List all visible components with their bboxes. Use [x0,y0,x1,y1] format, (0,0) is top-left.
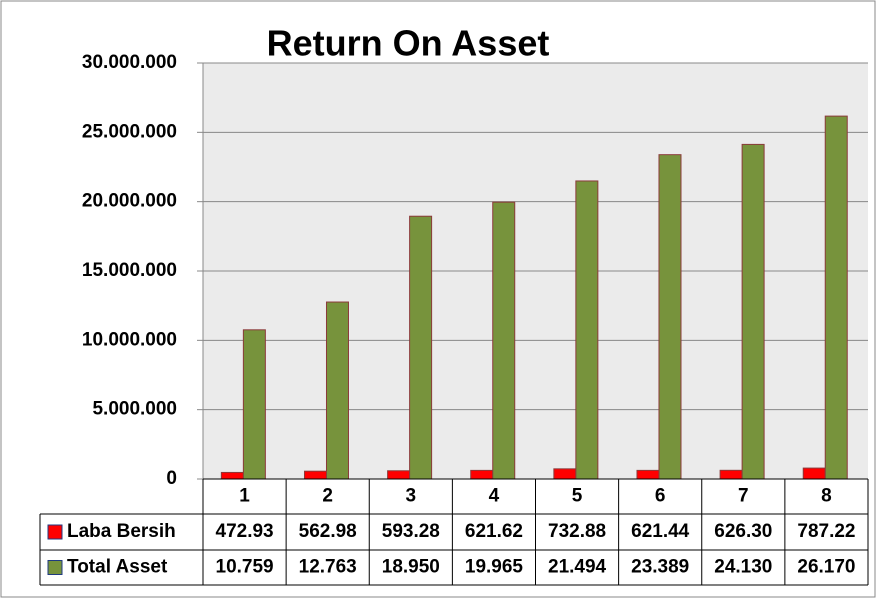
data-table-cell: 593.28 [382,521,440,542]
bar [242,329,266,480]
y-tick-label: 0 [166,468,177,489]
data-table-cell: 21.494 [548,557,607,578]
x-tick-label: 1 [239,486,250,507]
data-table-cell: 626.30 [714,521,772,542]
data-table-cell: 732.88 [548,521,606,542]
data-table-cell: 621.62 [465,521,523,542]
data-table-cell: 18.950 [382,557,440,578]
y-tick-label: 30.000.000 [82,52,177,73]
data-table-cell: 26.170 [797,557,855,578]
y-tick-label: 25.000.000 [82,121,177,142]
bar [824,115,848,480]
y-tick-label: 15.000.000 [82,260,177,281]
data-table-cell: 787.22 [797,521,855,542]
bar [719,469,743,480]
data-table-cell: 472.93 [216,521,274,542]
bar [325,301,349,480]
data-table-cell: 562.98 [299,521,357,542]
y-tick-label: 5.000.000 [92,399,177,420]
bar [658,154,682,480]
x-tick-label: 2 [322,486,333,507]
legend-label: Laba Bersih [67,521,176,542]
bar [636,469,660,480]
bar [802,467,826,480]
legend-key [47,560,63,575]
x-tick-label: 6 [655,486,666,507]
data-table-cell: 23.389 [631,557,689,578]
bar [553,468,577,480]
x-tick-label: 4 [489,486,500,507]
y-tick-label: 20.000.000 [82,191,177,212]
bar [575,180,599,480]
chart-title: Return On Asset [267,23,550,64]
bar [409,215,433,480]
data-table-cell: 12.763 [299,557,357,578]
x-tick-label: 7 [738,486,749,507]
data-table-cell: 24.130 [714,557,772,578]
bar [387,470,411,480]
y-tick-label: 10.000.000 [82,329,177,350]
data-table-cell: 10.759 [216,557,274,578]
data-table-cell: 19.965 [465,557,524,578]
bar [303,470,327,480]
bar [220,471,244,480]
bar [492,201,516,480]
legend-label: Total Asset [67,557,168,578]
bar [741,143,765,480]
bar [470,469,494,480]
x-tick-label: 3 [406,486,417,507]
x-tick-label: 5 [572,486,583,507]
legend-key [47,524,63,540]
x-tick-label: 8 [821,486,832,507]
data-table-cell: 621.44 [631,521,690,542]
